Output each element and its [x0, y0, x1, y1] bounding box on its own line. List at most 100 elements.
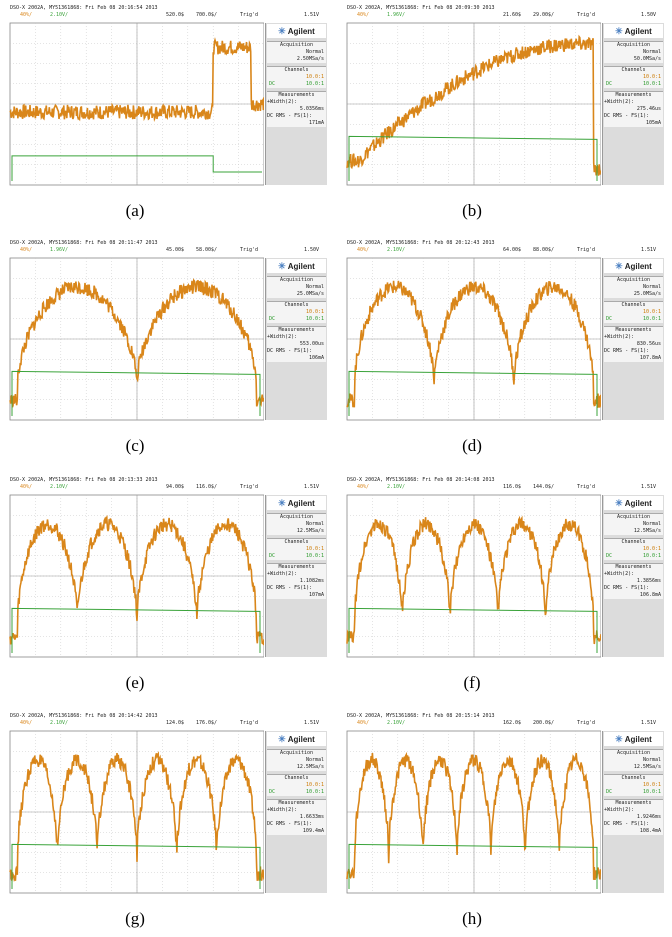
channels-heading: Channels — [267, 538, 326, 546]
ch1-probe: 10.0:1 — [642, 546, 661, 552]
ch2-row: DC 10.0:1 — [267, 316, 326, 323]
rms-value: 108.4mA — [639, 828, 661, 834]
trigger-level: 1.50V — [304, 247, 320, 253]
agilent-star-icon: ✳ — [615, 25, 623, 36]
sample-rate: 12.5MSa/s — [633, 528, 661, 534]
channels-heading: Channels — [604, 66, 663, 74]
rms-label: DC RMS - FS(1): — [604, 348, 650, 354]
channel-2-trace — [348, 843, 598, 889]
ch2-probe: 10.0:1 — [305, 789, 324, 795]
channel-1-trace — [346, 751, 601, 881]
delay-value: 94.00$ — [166, 484, 185, 490]
width-value: 5.0356ms — [299, 106, 324, 112]
measurements-heading: Measurements — [604, 326, 663, 334]
oscilloscope-screen: DSO-X 2002A, MY51361868: Fri Feb 08 20:1… — [8, 477, 327, 667]
timebase-value: 29.00$/ — [533, 12, 555, 18]
channels-section: 10.0:1 DC 10.0:1 — [604, 309, 663, 323]
ch1-scale: 40%/ — [20, 247, 33, 253]
brand-logo: ✳ Agilent — [604, 24, 663, 38]
panel-caption: (a) — [125, 201, 145, 220]
acquisition-section: Normal 2.50MSa/s — [267, 49, 326, 63]
timebase-value: 116.0$/ — [196, 484, 218, 490]
brand-name: Agilent — [287, 498, 315, 508]
brand-logo: ✳ Agilent — [267, 24, 326, 38]
channel-2-trace — [11, 843, 261, 889]
width-label: +Width(2): — [604, 99, 635, 105]
ch2-row: DC 10.0:1 — [604, 789, 663, 796]
brand-name: Agilent — [287, 26, 315, 36]
ch2-coupling: DC — [269, 789, 276, 795]
ch2-scale: 2.10V/ — [387, 247, 406, 253]
channel-2-trace — [11, 155, 262, 181]
ch1-probe: 10.0:1 — [305, 782, 324, 788]
scope-header: DSO-X 2002A, MY51361868: Fri Feb 08 20:1… — [10, 5, 158, 11]
ch1-scale: 40%/ — [20, 720, 33, 726]
channels-section: 10.0:1 DC 10.0:1 — [267, 782, 326, 796]
scope-header: DSO-X 2002A, MY51361868: Fri Feb 08 20:1… — [10, 713, 158, 719]
width-value: 275.46us — [636, 106, 661, 112]
width-label: +Width(2): — [267, 807, 298, 813]
trigger-level: 1.51V — [304, 484, 320, 490]
ch1-probe: 10.0:1 — [305, 309, 324, 315]
ch2-probe: 10.0:1 — [642, 553, 661, 559]
width-label: +Width(2): — [267, 571, 298, 577]
acquisition-section: Normal 12.5MSa/s — [267, 521, 326, 535]
waveform-plot — [9, 730, 264, 894]
acquisition-mode: Normal — [642, 49, 661, 55]
scope-header: DSO-X 2002A, MY51361868: Fri Feb 08 20:1… — [10, 477, 158, 483]
trigger-status: Trig'd — [240, 484, 259, 490]
agilent-star-icon: ✳ — [278, 733, 286, 744]
scope-header: DSO-X 2002A, MY51361868: Fri Feb 08 20:1… — [347, 713, 495, 719]
measurements-section: +Width(2): 5.0356ms DC RMS - FS(1): 171mA — [267, 99, 326, 127]
panel-caption: (d) — [462, 436, 482, 455]
brand-logo: ✳ Agilent — [267, 732, 326, 746]
width-label: +Width(2): — [267, 334, 298, 340]
acquisition-mode: Normal — [305, 284, 324, 290]
waveform-plot — [346, 257, 601, 421]
measurements-heading: Measurements — [604, 799, 663, 807]
acquisition-mode: Normal — [305, 757, 324, 763]
scope-panel-3: DSO-X 2002A, MY51361868: Fri Feb 08 20:1… — [8, 240, 327, 464]
trigger-status: Trig'd — [577, 12, 596, 18]
trigger-level: 1.51V — [641, 247, 657, 253]
channels-heading: Channels — [604, 301, 663, 309]
measurements-section: +Width(2): 830.56us DC RMS - FS(1): 107.8mA — [604, 334, 663, 362]
delay-value: 520.0$ — [166, 12, 185, 18]
ch1-scale: 40%/ — [357, 720, 370, 726]
rms-label: DC RMS - FS(1): — [604, 821, 650, 827]
ch2-coupling: DC — [269, 316, 276, 322]
rms-label: DC RMS - FS(1): — [267, 585, 313, 591]
acquisition-mode: Normal — [305, 521, 324, 527]
agilent-star-icon: ✳ — [278, 260, 286, 271]
rms-value: 107mA — [308, 592, 324, 598]
measurements-section: +Width(2): 1.9246ms DC RMS - FS(1): 108.4mA — [604, 807, 663, 835]
panel-caption: (c) — [125, 436, 145, 455]
ch2-probe: 10.0:1 — [305, 81, 324, 87]
measurements-heading: Measurements — [267, 326, 326, 334]
ch1-probe: 10.0:1 — [642, 782, 661, 788]
channel-1-trace — [9, 750, 264, 883]
width-label: +Width(2): — [604, 807, 635, 813]
delay-value: 21.60$ — [503, 12, 522, 18]
ch2-coupling: DC — [606, 81, 613, 87]
acquisition-heading: Acquisition — [604, 41, 663, 49]
timebase-value: 58.00$/ — [196, 247, 218, 253]
scope-panel-4: DSO-X 2002A, MY51361868: Fri Feb 08 20:1… — [345, 240, 664, 464]
channel-2-trace — [11, 607, 261, 653]
panel-caption: (f) — [463, 673, 481, 692]
timebase-value: 200.0$/ — [533, 720, 555, 726]
trigger-status: Trig'd — [577, 720, 596, 726]
waveform-plot — [346, 730, 601, 894]
channels-section: 10.0:1 DC 10.0:1 — [604, 782, 663, 796]
channels-heading: Channels — [267, 66, 326, 74]
timebase-value: 88.00$/ — [533, 247, 555, 253]
acquisition-heading: Acquisition — [604, 276, 663, 284]
ch2-probe: 10.0:1 — [305, 553, 324, 559]
ch1-scale: 40%/ — [357, 484, 370, 490]
sample-rate: 25.0MSa/s — [296, 291, 324, 297]
rms-value: 171mA — [308, 120, 324, 126]
channels-heading: Channels — [604, 538, 663, 546]
delay-value: 162.0$ — [503, 720, 522, 726]
acquisition-mode: Normal — [305, 49, 324, 55]
scope-header: DSO-X 2002A, MY51361868: Fri Feb 08 20:1… — [347, 477, 495, 483]
